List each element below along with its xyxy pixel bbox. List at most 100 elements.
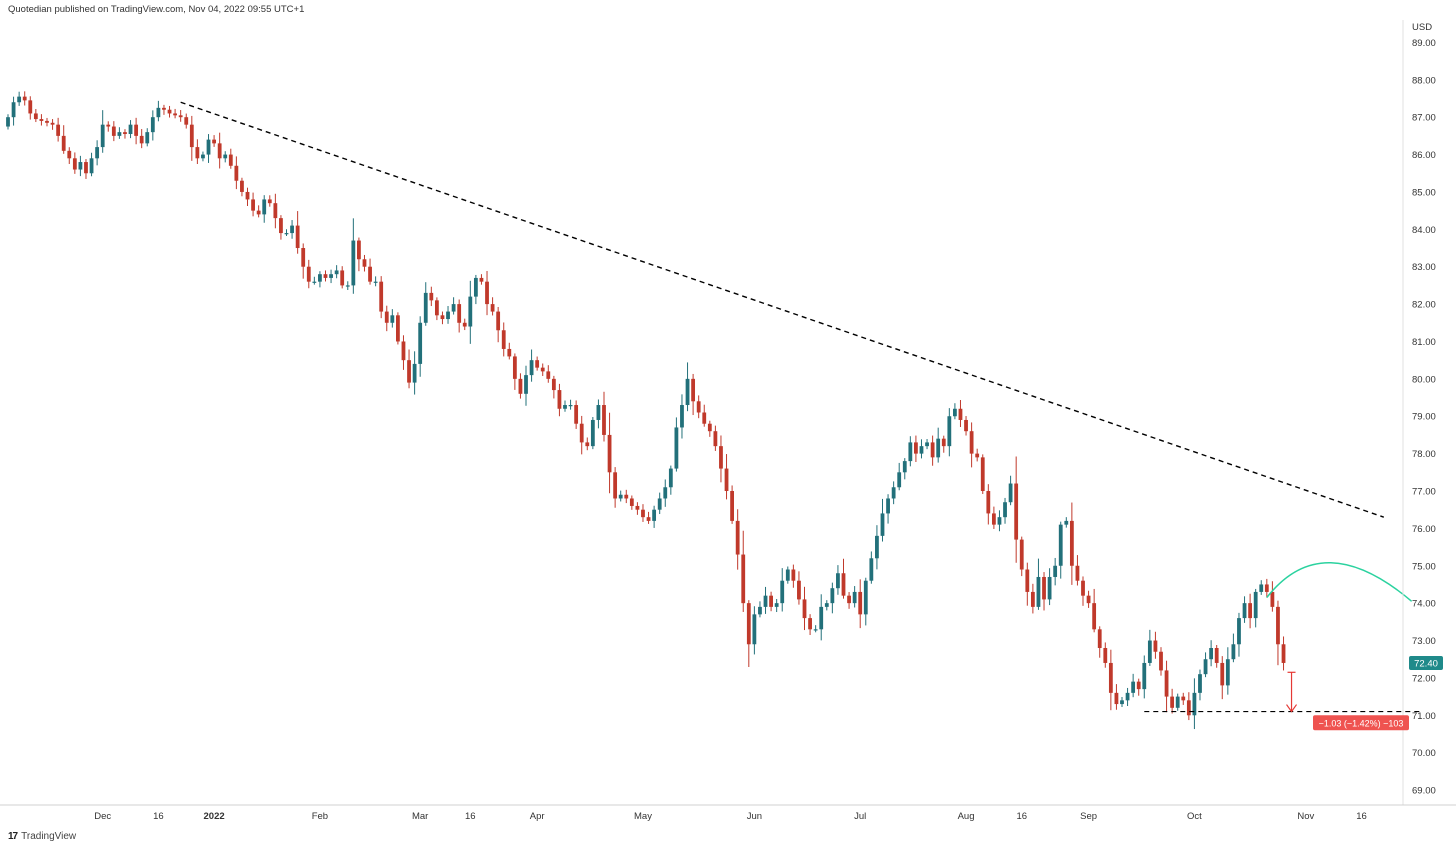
candle bbox=[969, 422, 974, 468]
candle bbox=[785, 566, 790, 584]
candle bbox=[1153, 631, 1158, 659]
candle bbox=[1209, 640, 1214, 667]
candle bbox=[234, 156, 239, 190]
candle bbox=[713, 425, 718, 451]
candle bbox=[123, 129, 127, 139]
candle bbox=[574, 400, 579, 429]
candle bbox=[429, 286, 434, 307]
candle bbox=[117, 127, 122, 139]
price-tick-label: 75.00 bbox=[1412, 561, 1436, 572]
candle bbox=[262, 195, 267, 223]
candle bbox=[173, 108, 177, 119]
candle bbox=[217, 132, 222, 169]
candle bbox=[858, 579, 863, 629]
candle bbox=[813, 625, 818, 633]
time-tick-label: 16 bbox=[1016, 811, 1027, 822]
candles-layer bbox=[6, 91, 1286, 730]
candle bbox=[986, 484, 991, 525]
candle bbox=[1058, 521, 1063, 579]
time-axis: Dec 16 2022 Feb Mar 16 Apr May Jun Jul Aug 16 Sep Oct… bbox=[94, 811, 1367, 822]
candle bbox=[980, 454, 985, 494]
candle bbox=[340, 266, 345, 289]
candle bbox=[345, 281, 350, 291]
candle bbox=[997, 510, 1002, 532]
price-tick-label: 88.00 bbox=[1412, 75, 1436, 86]
candle bbox=[1270, 581, 1275, 612]
candle bbox=[1019, 536, 1024, 577]
candle bbox=[295, 211, 300, 254]
candle bbox=[652, 505, 657, 528]
candle bbox=[1198, 669, 1202, 701]
candle bbox=[1092, 588, 1097, 633]
candle bbox=[351, 218, 356, 294]
candle bbox=[1159, 647, 1163, 676]
candle bbox=[479, 274, 484, 285]
price-tick-label: 79.00 bbox=[1412, 412, 1436, 423]
candle bbox=[769, 591, 773, 612]
candle bbox=[618, 490, 623, 502]
tradingview-logo-icon: 17 bbox=[8, 831, 18, 842]
candle bbox=[763, 586, 768, 614]
candle bbox=[1030, 583, 1035, 614]
candle bbox=[1081, 576, 1085, 606]
price-tick-label: 85.00 bbox=[1412, 187, 1436, 198]
candle bbox=[28, 96, 33, 120]
candle bbox=[201, 151, 205, 162]
candle bbox=[39, 114, 44, 126]
candle bbox=[1259, 580, 1264, 595]
candle bbox=[780, 568, 785, 612]
candle bbox=[184, 113, 189, 129]
svg-text:−1.03 (−1.42%) −103: −1.03 (−1.42%) −103 bbox=[1319, 718, 1404, 728]
price-tick-label: 72.00 bbox=[1412, 673, 1436, 684]
price-tick-label: 70.00 bbox=[1412, 748, 1436, 759]
candle bbox=[880, 498, 885, 542]
candle bbox=[953, 403, 957, 420]
candle bbox=[613, 467, 618, 508]
candle bbox=[6, 114, 10, 130]
candle bbox=[1248, 593, 1253, 629]
candle bbox=[1214, 645, 1219, 668]
time-tick-label: Jun bbox=[747, 811, 762, 822]
candle bbox=[1053, 557, 1058, 586]
candle bbox=[741, 530, 746, 612]
candle bbox=[128, 120, 133, 139]
candle bbox=[412, 351, 417, 395]
candle bbox=[1108, 649, 1113, 711]
candle bbox=[17, 91, 22, 106]
candle bbox=[830, 582, 835, 614]
candle bbox=[95, 140, 100, 166]
candle bbox=[568, 399, 573, 410]
candle bbox=[551, 375, 556, 399]
candle bbox=[802, 586, 807, 631]
candle bbox=[746, 600, 751, 667]
time-tick-label: 16 bbox=[465, 811, 476, 822]
candle bbox=[1264, 578, 1269, 598]
candle bbox=[930, 435, 935, 466]
candle bbox=[379, 276, 384, 319]
price-axis: 89.00 88.00 87.00 86.00 85.00 84.00 83.00 82.00… bbox=[1412, 38, 1436, 797]
candle bbox=[462, 318, 467, 331]
candle bbox=[819, 594, 824, 641]
candle bbox=[273, 193, 278, 229]
candle bbox=[1231, 633, 1236, 663]
candle bbox=[1125, 687, 1130, 707]
candle bbox=[808, 614, 812, 635]
candle bbox=[1075, 555, 1080, 586]
candle bbox=[1025, 562, 1030, 606]
candle bbox=[407, 349, 411, 389]
candle bbox=[1281, 636, 1286, 671]
candle bbox=[919, 439, 924, 459]
candle bbox=[111, 121, 116, 142]
candle bbox=[1253, 588, 1258, 628]
candle bbox=[1276, 600, 1280, 666]
candle bbox=[602, 391, 606, 442]
candle bbox=[290, 220, 294, 239]
price-tick-label: 76.00 bbox=[1412, 524, 1436, 535]
candle bbox=[334, 265, 339, 279]
candle bbox=[156, 100, 161, 122]
candle bbox=[440, 311, 445, 325]
rounding-top-arc bbox=[1266, 562, 1413, 602]
candle bbox=[434, 297, 439, 321]
candle bbox=[680, 394, 684, 439]
